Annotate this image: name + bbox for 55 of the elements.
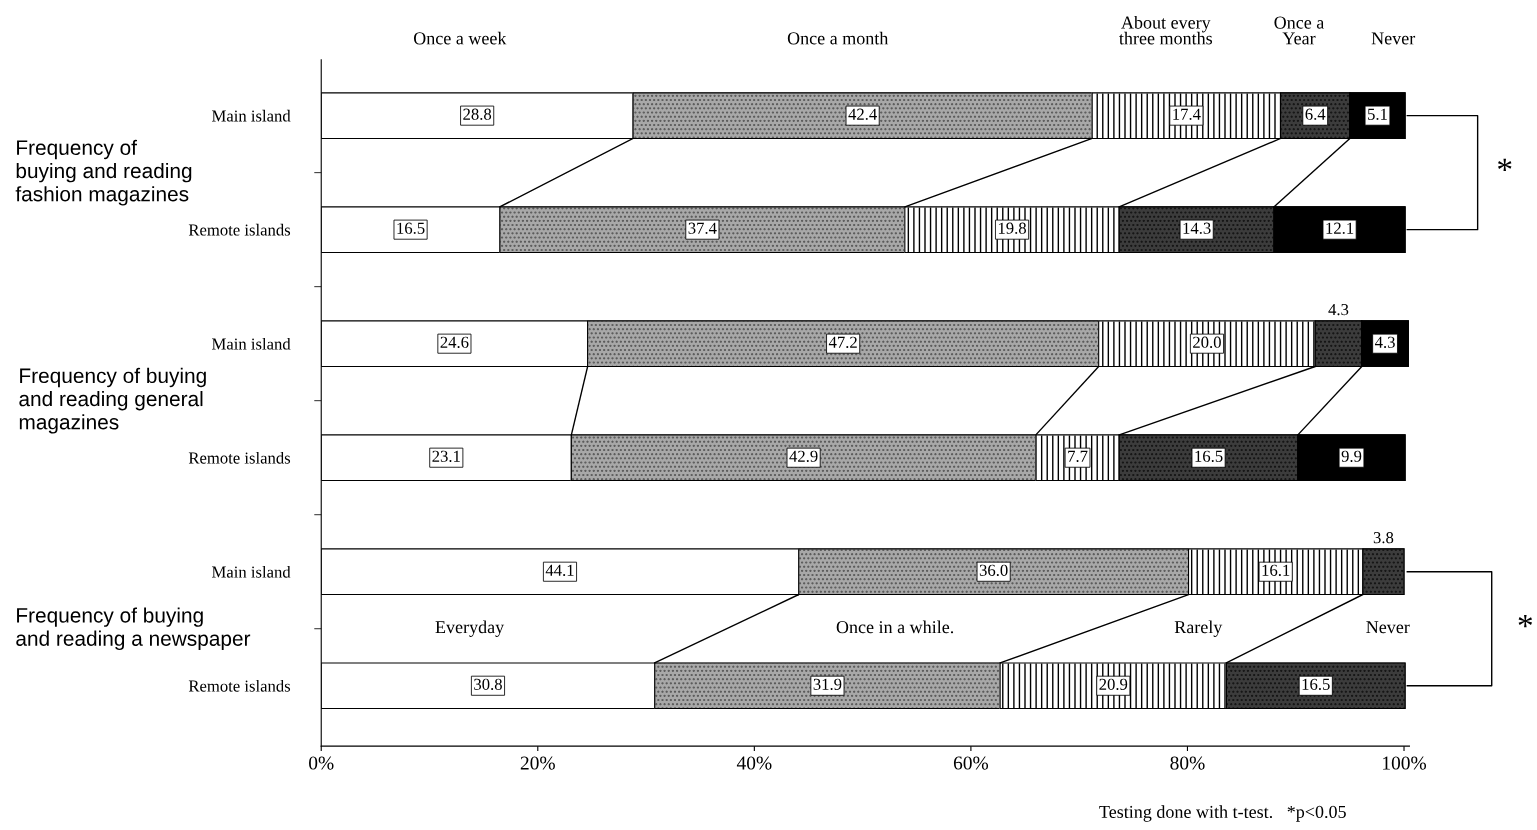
annotation: Once in a while. xyxy=(836,620,954,634)
data-label: 17.4 xyxy=(1173,108,1201,120)
data-label: 3.8 xyxy=(1373,532,1394,544)
data-label: 14.3 xyxy=(1183,222,1211,234)
x-tick-label: 60% xyxy=(953,756,989,770)
text: Frequency of buying and reading fashion magazines xyxy=(15,139,192,206)
data-label: 9.9 xyxy=(1341,450,1362,462)
data-label: 19.8 xyxy=(998,222,1026,234)
annotation: Never xyxy=(1366,621,1410,634)
text: Once a month xyxy=(787,31,889,45)
data-label: 12.1 xyxy=(1326,222,1354,234)
data-label: 16.5 xyxy=(1195,450,1223,462)
text: Never xyxy=(1371,32,1416,45)
data-label: 16.5 xyxy=(397,222,425,234)
data-label: 16.5 xyxy=(1302,678,1330,690)
y-tick-label: Remote islands xyxy=(188,451,291,464)
data-label: 5.1 xyxy=(1368,108,1387,120)
data-label: 30.8 xyxy=(474,678,502,690)
data-label: 42.4 xyxy=(848,108,877,120)
data-label: 36.0 xyxy=(979,564,1008,576)
text: Frequency of buying and reading a newspaper xyxy=(16,607,251,651)
data-label: 20.9 xyxy=(1099,678,1128,690)
data-label: 23.1 xyxy=(432,450,460,462)
data-label: 44.1 xyxy=(545,564,574,576)
data-label: 47.2 xyxy=(828,336,857,348)
data-label: 7.7 xyxy=(1068,450,1088,462)
data-label: 4.3 xyxy=(1374,336,1395,348)
data-label: 20.0 xyxy=(1193,336,1221,348)
text: Once a Year xyxy=(1274,16,1325,45)
x-tick-label: 20% xyxy=(520,756,555,770)
x-tick-label: 100% xyxy=(1383,756,1427,770)
data-label: 24.6 xyxy=(440,336,469,348)
annotation: Everyday xyxy=(435,620,505,637)
data-label: 31.9 xyxy=(813,678,842,690)
text: About every three months xyxy=(1119,15,1213,45)
y-tick-label: Remote islands xyxy=(188,223,291,236)
data-label: 42.9 xyxy=(789,450,818,462)
y-tick-label: Main island xyxy=(212,109,291,122)
text: * xyxy=(1518,614,1533,628)
data-label: 6.4 xyxy=(1305,108,1326,120)
x-tick-label: 40% xyxy=(736,756,772,770)
y-tick-label: Main island xyxy=(212,565,291,578)
text: Testing done with t-test. *p<0.05 xyxy=(1099,805,1346,822)
annotation: Rarely xyxy=(1174,620,1223,637)
data-label: 37.4 xyxy=(688,222,717,234)
data-label: 4.3 xyxy=(1328,304,1349,316)
data-label: 28.8 xyxy=(463,108,492,120)
y-tick-label: Main island xyxy=(212,337,291,350)
text: Frequency of buying and reading general magazines xyxy=(19,367,206,434)
text: * xyxy=(1498,158,1512,172)
x-tick-label: 0% xyxy=(309,756,334,770)
x-tick-label: 80% xyxy=(1170,756,1205,770)
text: Once a week xyxy=(413,31,507,45)
y-tick-label: Remote islands xyxy=(188,679,291,692)
data-label: 16.1 xyxy=(1262,564,1290,576)
